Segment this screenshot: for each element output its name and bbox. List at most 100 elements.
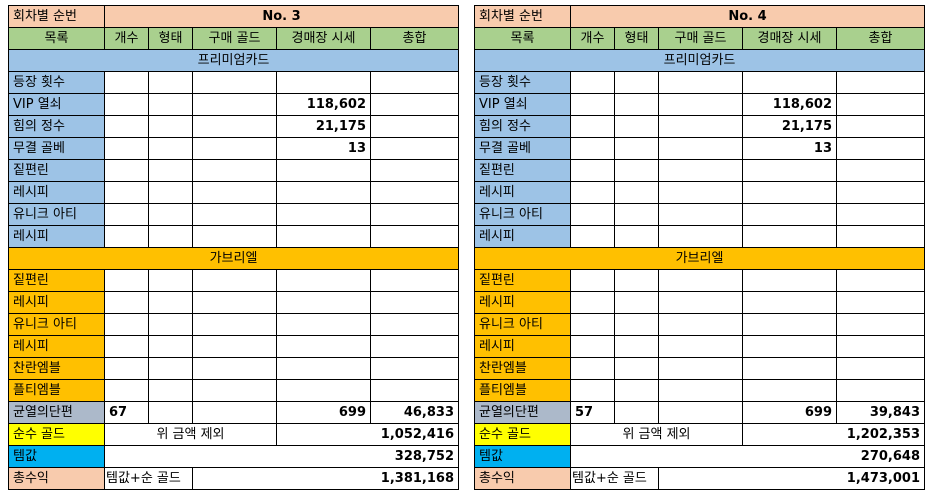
empty-cell [192, 181, 277, 204]
empty-cell [570, 269, 615, 292]
sheet-no3: 회차별 순번 No. 3 목록 개수 형태 구매 골드 경매장 시세 총합 프리… [8, 5, 459, 490]
col-buy-gold: 구매 골드 [658, 27, 743, 50]
empty-cell [370, 379, 459, 402]
empty-cell [658, 93, 743, 116]
empty-cell [276, 225, 371, 248]
empty-cell [614, 379, 659, 402]
empty-cell [104, 93, 149, 116]
empty-cell [614, 335, 659, 358]
row-label: 레시피 [474, 335, 571, 358]
empty-cell [836, 379, 925, 402]
row-label: 레시피 [8, 181, 105, 204]
empty-cell [836, 181, 925, 204]
empty-cell [658, 159, 743, 182]
empty-cell [836, 269, 925, 292]
empty-cell [614, 291, 659, 314]
fragment-count: 67 [104, 401, 149, 424]
empty-cell [614, 93, 659, 116]
empty-cell [658, 401, 743, 424]
cell-value: 13 [742, 137, 837, 160]
empty-cell [370, 357, 459, 380]
empty-cell [614, 357, 659, 380]
row-label: 찬란엠블 [8, 357, 105, 380]
item-value: 328,752 [104, 445, 459, 468]
empty-cell [614, 313, 659, 336]
empty-cell [836, 159, 925, 182]
empty-cell [570, 71, 615, 94]
empty-cell [192, 225, 277, 248]
fragment-price: 699 [276, 401, 371, 424]
row-label: 레시피 [474, 225, 571, 248]
empty-cell [570, 137, 615, 160]
empty-cell [658, 115, 743, 138]
empty-cell [370, 115, 459, 138]
fragment-total: 46,833 [370, 401, 459, 424]
sheet-title: No. 4 [570, 5, 925, 28]
row-label: 유니크 아티 [8, 203, 105, 226]
sheet-table: 회차별 순번 No. 3 목록 개수 형태 구매 골드 경매장 시세 총합 프리… [8, 5, 459, 490]
empty-cell [104, 225, 149, 248]
empty-cell [370, 93, 459, 116]
item-value: 270,648 [570, 445, 925, 468]
empty-cell [370, 159, 459, 182]
row-label: 무결 골베 [474, 137, 571, 160]
row-label: 총수익 [474, 467, 571, 490]
empty-cell [276, 181, 371, 204]
row-label: 유니크 아티 [474, 313, 571, 336]
total-note: 템값+순 골드 [570, 467, 659, 490]
empty-cell [192, 137, 277, 160]
empty-cell [104, 137, 149, 160]
empty-cell [658, 225, 743, 248]
empty-cell [104, 159, 149, 182]
empty-cell [570, 181, 615, 204]
empty-cell [192, 159, 277, 182]
cell-value: 21,175 [742, 115, 837, 138]
empty-cell [104, 357, 149, 380]
empty-cell [370, 291, 459, 314]
empty-cell [570, 357, 615, 380]
row-label: 순수 골드 [8, 423, 105, 446]
empty-cell [370, 313, 459, 336]
row-label: 등장 횟수 [474, 71, 571, 94]
row-label: 총수익 [8, 467, 105, 490]
empty-cell [614, 401, 659, 424]
empty-cell [614, 269, 659, 292]
empty-cell [614, 225, 659, 248]
cell-value: 118,602 [742, 93, 837, 116]
empty-cell [742, 313, 837, 336]
empty-cell [148, 269, 193, 292]
empty-cell [742, 159, 837, 182]
total-note: 템값+순 골드 [104, 467, 193, 490]
empty-cell [148, 335, 193, 358]
row-label: 레시피 [8, 291, 105, 314]
empty-cell [148, 225, 193, 248]
row-label: VIP 열쇠 [474, 93, 571, 116]
empty-cell [276, 269, 371, 292]
empty-cell [148, 159, 193, 182]
empty-cell [658, 313, 743, 336]
round-label: 회차별 순번 [8, 5, 105, 28]
empty-cell [370, 203, 459, 226]
empty-cell [658, 335, 743, 358]
row-label: 레시피 [474, 291, 571, 314]
empty-cell [148, 93, 193, 116]
empty-cell [370, 71, 459, 94]
total-value: 1,381,168 [192, 467, 459, 490]
empty-cell [192, 269, 277, 292]
empty-cell [276, 71, 371, 94]
row-label: 레시피 [8, 335, 105, 358]
empty-cell [742, 291, 837, 314]
sheet-no4: 회차별 순번 No. 4 목록 개수 형태 구매 골드 경매장 시세 총합 프리… [474, 5, 925, 490]
empty-cell [148, 71, 193, 94]
row-label: 짙편린 [474, 269, 571, 292]
col-list: 목록 [474, 27, 571, 50]
empty-cell [614, 71, 659, 94]
col-total: 총합 [370, 27, 459, 50]
row-label: 템값 [8, 445, 105, 468]
empty-cell [370, 335, 459, 358]
col-total: 총합 [836, 27, 925, 50]
empty-cell [742, 269, 837, 292]
empty-cell [104, 335, 149, 358]
row-label: 유니크 아티 [8, 313, 105, 336]
cell-value: 21,175 [276, 115, 371, 138]
